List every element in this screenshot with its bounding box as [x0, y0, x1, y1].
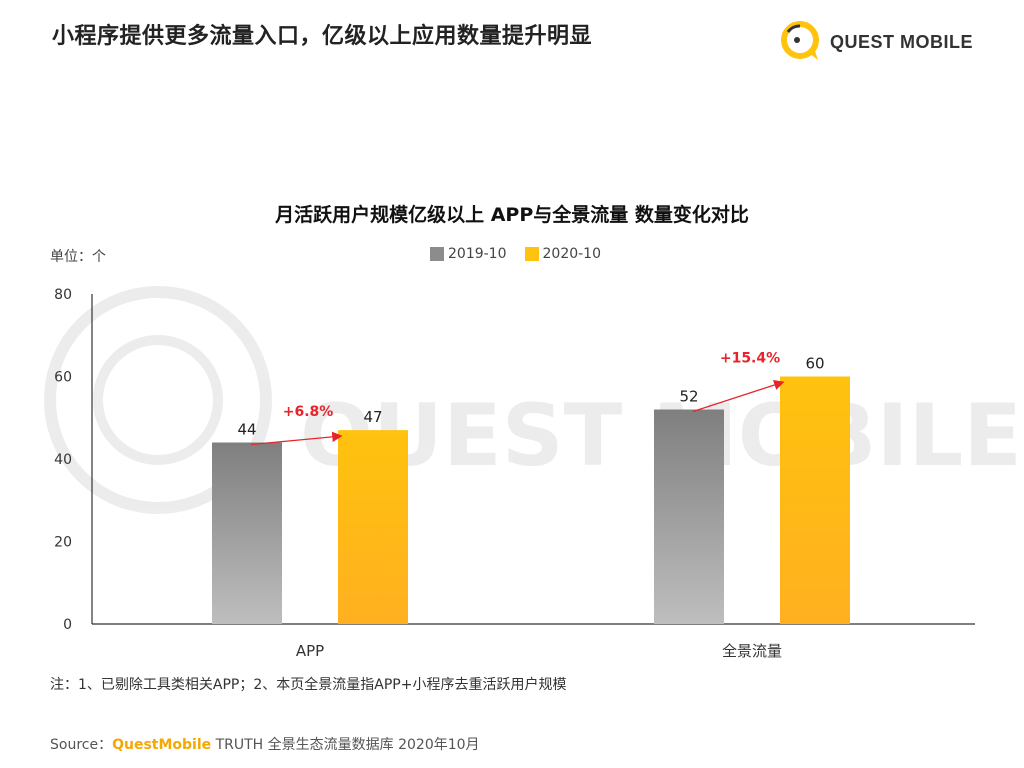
quest-mobile-logo: QUEST MOBILE — [778, 18, 988, 64]
change-label: +6.8% — [283, 404, 334, 420]
chart-title: 月活跃用户规模亿级以上 APP与全景流量 数量变化对比 — [275, 204, 749, 226]
legend-swatch-2019 — [430, 247, 444, 261]
footnote: 注：1、已剔除工具类相关APP；2、本页全景流量指APP+小程序去重活跃用户规模 — [50, 677, 567, 693]
y-tick-label: 80 — [54, 287, 72, 303]
bar-value-label: 47 — [363, 408, 382, 426]
source-detail: TRUTH 全景生态流量数据库 2020年10月 — [211, 737, 480, 753]
y-tick-label: 40 — [54, 452, 72, 468]
bar-2020-10-0 — [338, 430, 408, 624]
source-prefix: Source： — [50, 737, 113, 753]
legend-label-2020: 2020-10 — [542, 246, 602, 262]
logo-text: QUEST MOBILE — [830, 32, 974, 52]
y-tick-label: 20 — [54, 535, 72, 551]
y-tick-label: 0 — [63, 617, 72, 633]
y-tick-label: 60 — [54, 370, 72, 386]
x-category-label: 全景流量 — [722, 642, 782, 660]
chart-legend: 2019-10 2020-10 — [430, 246, 601, 262]
x-category-label: APP — [296, 642, 324, 660]
bar-2020-10-1 — [780, 376, 850, 624]
bar-2019-10-1 — [654, 409, 724, 624]
change-arrow — [692, 379, 785, 413]
bar-2019-10-0 — [212, 442, 282, 624]
bar-value-label: 44 — [237, 421, 256, 439]
legend-item-2019: 2019-10 — [430, 246, 507, 262]
change-label: +15.4% — [720, 351, 780, 367]
bar-value-label: 52 — [679, 388, 698, 406]
watermark: QUEST MOBILE — [44, 286, 1022, 514]
source-line: Source：QuestMobile TRUTH 全景生态流量数据库 2020年… — [50, 734, 480, 754]
logo-icon — [781, 21, 819, 60]
change-arrow — [250, 431, 343, 446]
legend-swatch-2020 — [524, 247, 539, 261]
legend-label-2019: 2019-10 — [448, 246, 507, 262]
bar-value-label: 60 — [805, 355, 824, 373]
source-brand: QuestMobile — [112, 737, 212, 753]
legend-item-2020: 2020-10 — [524, 246, 602, 262]
page-title: 小程序提供更多流量入口，亿级以上应用数量提升明显 — [52, 24, 593, 49]
watermark-text: QUEST MOBILE — [300, 386, 1022, 486]
unit-label: 单位：个 — [50, 249, 106, 265]
